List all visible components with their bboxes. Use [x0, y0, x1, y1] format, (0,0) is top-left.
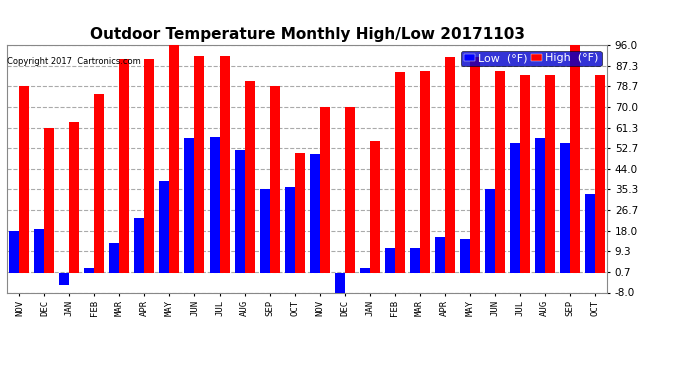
Bar [184, 138, 195, 273]
Bar [359, 267, 370, 273]
Bar [535, 138, 544, 273]
Bar [560, 142, 570, 273]
Title: Outdoor Temperature Monthly High/Low 20171103: Outdoor Temperature Monthly High/Low 201… [90, 27, 524, 42]
Bar [119, 59, 130, 273]
Bar [295, 153, 304, 273]
Bar [244, 81, 255, 273]
Bar [344, 107, 355, 273]
Bar [520, 75, 530, 273]
Bar [410, 249, 420, 273]
Bar [484, 189, 495, 273]
Bar [159, 181, 170, 273]
Bar [284, 187, 295, 273]
Bar [19, 86, 30, 273]
Bar [460, 239, 470, 273]
Bar [595, 75, 604, 273]
Bar [570, 45, 580, 273]
Bar [310, 154, 319, 273]
Legend: Low  (°F), High  (°F): Low (°F), High (°F) [461, 51, 602, 66]
Bar [435, 237, 444, 273]
Bar [335, 273, 344, 297]
Bar [544, 75, 555, 273]
Bar [510, 142, 520, 273]
Bar [370, 141, 380, 273]
Bar [95, 94, 104, 273]
Bar [384, 249, 395, 273]
Bar [319, 107, 330, 273]
Bar [110, 243, 119, 273]
Bar [44, 128, 55, 273]
Bar [270, 86, 279, 273]
Bar [219, 56, 230, 273]
Bar [210, 136, 219, 273]
Bar [59, 273, 70, 285]
Bar [70, 122, 79, 273]
Bar [584, 194, 595, 273]
Bar [259, 189, 270, 273]
Bar [495, 71, 504, 273]
Bar [420, 71, 430, 273]
Bar [34, 230, 44, 273]
Bar [144, 59, 155, 273]
Bar [395, 72, 404, 273]
Bar [444, 57, 455, 273]
Bar [235, 150, 244, 273]
Text: Copyright 2017  Cartronics.com: Copyright 2017 Cartronics.com [7, 57, 141, 66]
Bar [170, 45, 179, 273]
Bar [195, 56, 204, 273]
Bar [10, 231, 19, 273]
Bar [84, 267, 95, 273]
Bar [135, 217, 144, 273]
Bar [470, 57, 480, 273]
